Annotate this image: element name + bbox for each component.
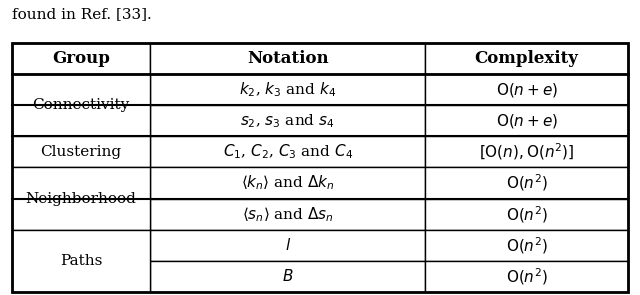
Bar <box>425 261 628 292</box>
Text: Connectivity: Connectivity <box>32 98 129 112</box>
Text: $\mathrm{O}(n^2)$: $\mathrm{O}(n^2)$ <box>506 235 548 256</box>
Bar <box>12 230 150 292</box>
Text: $\mathrm{O}(n + e)$: $\mathrm{O}(n + e)$ <box>495 81 558 99</box>
Bar <box>425 199 628 230</box>
Text: $k_2$, $k_3$ and $k_4$: $k_2$, $k_3$ and $k_4$ <box>239 80 336 99</box>
Text: $\mathrm{O}(n + e)$: $\mathrm{O}(n + e)$ <box>495 112 558 130</box>
Bar <box>425 43 628 74</box>
Text: $\mathrm{O}(n^2)$: $\mathrm{O}(n^2)$ <box>506 173 548 193</box>
Bar <box>150 230 425 261</box>
Bar <box>425 105 628 136</box>
Bar <box>425 74 628 105</box>
Bar <box>425 230 628 261</box>
Bar <box>425 136 628 168</box>
Bar <box>12 74 150 136</box>
Text: Clustering: Clustering <box>40 145 122 159</box>
Bar <box>150 261 425 292</box>
Bar <box>150 168 425 199</box>
Text: $C_1$, $C_2$, $C_3$ and $C_4$: $C_1$, $C_2$, $C_3$ and $C_4$ <box>223 142 353 161</box>
Text: $\mathrm{O}(n^2)$: $\mathrm{O}(n^2)$ <box>506 266 548 287</box>
Text: $\langle k_n \rangle$ and $\Delta k_n$: $\langle k_n \rangle$ and $\Delta k_n$ <box>241 174 335 192</box>
Text: found in Ref. [33].: found in Ref. [33]. <box>12 7 151 21</box>
Text: Paths: Paths <box>60 254 102 268</box>
Text: Complexity: Complexity <box>475 50 579 67</box>
Text: Group: Group <box>52 50 110 67</box>
Bar <box>12 168 150 230</box>
Text: $\mathrm{O}(n^2)$: $\mathrm{O}(n^2)$ <box>506 204 548 224</box>
Bar <box>425 168 628 199</box>
Bar <box>12 43 628 292</box>
Text: Neighborhood: Neighborhood <box>26 191 136 206</box>
Text: $[\mathrm{O}(n),\mathrm{O}(n^2)]$: $[\mathrm{O}(n),\mathrm{O}(n^2)]$ <box>479 142 575 162</box>
Bar <box>150 105 425 136</box>
Text: Notation: Notation <box>247 50 328 67</box>
Bar <box>150 43 425 74</box>
Bar <box>12 136 150 168</box>
Text: $s_2$, $s_3$ and $s_4$: $s_2$, $s_3$ and $s_4$ <box>241 112 335 130</box>
Bar <box>150 74 425 105</box>
Text: $\langle s_n \rangle$ and $\Delta s_n$: $\langle s_n \rangle$ and $\Delta s_n$ <box>242 205 333 224</box>
Bar <box>150 136 425 168</box>
Bar <box>150 199 425 230</box>
Bar <box>12 43 150 74</box>
Text: $l$: $l$ <box>285 237 291 253</box>
Text: $B$: $B$ <box>282 268 293 284</box>
